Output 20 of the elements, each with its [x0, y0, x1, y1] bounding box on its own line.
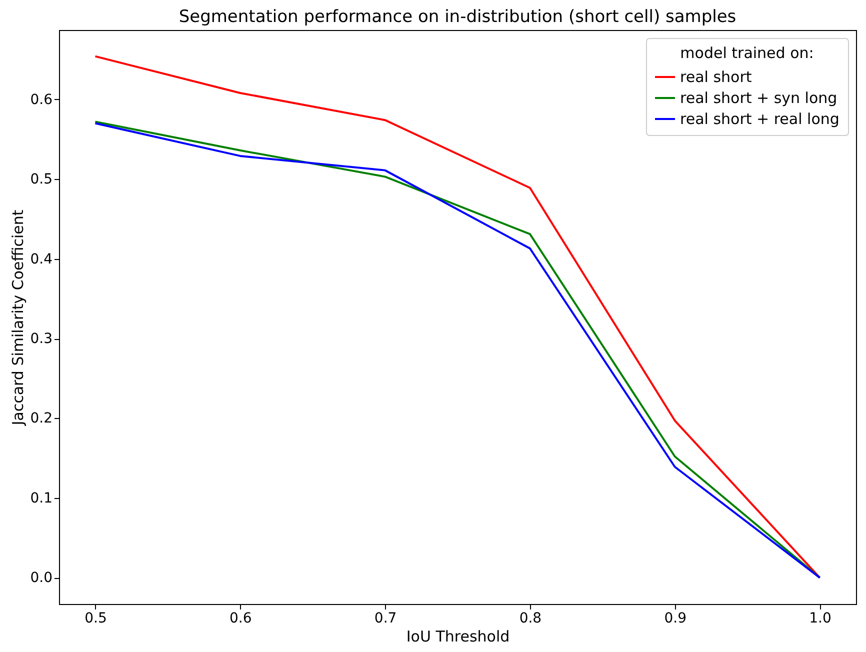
chart-title: Segmentation performance on in-distribution (short cell) samples	[178, 7, 736, 27]
y-tick-label: 0.2	[30, 410, 52, 427]
y-tick-label: 0.3	[30, 331, 52, 348]
legend-label: real short + real long	[680, 110, 840, 128]
y-tick-label: 0.5	[30, 172, 52, 188]
y-tick-label: 0.6	[30, 92, 53, 108]
x-tick-label: 0.6	[230, 610, 252, 626]
x-tick-label: 1.0	[809, 610, 832, 626]
legend-title: model trained on:	[680, 44, 814, 62]
legend-label: real short	[680, 68, 752, 86]
legend-label: real short + syn long	[680, 89, 838, 107]
x-tick-label: 0.7	[374, 610, 397, 626]
y-axis-title: Jaccard Similarity Coefficient	[9, 210, 28, 426]
x-tick-label: 0.9	[664, 610, 686, 626]
y-tick-label: 0.4	[30, 251, 53, 268]
y-tick-label: 0.1	[30, 490, 52, 506]
x-axis-title: IoU Threshold	[406, 628, 510, 646]
y-tick-label: 0.0	[30, 570, 52, 586]
x-tick-label: 0.8	[519, 610, 542, 626]
x-tick-label: 0.5	[84, 610, 107, 626]
